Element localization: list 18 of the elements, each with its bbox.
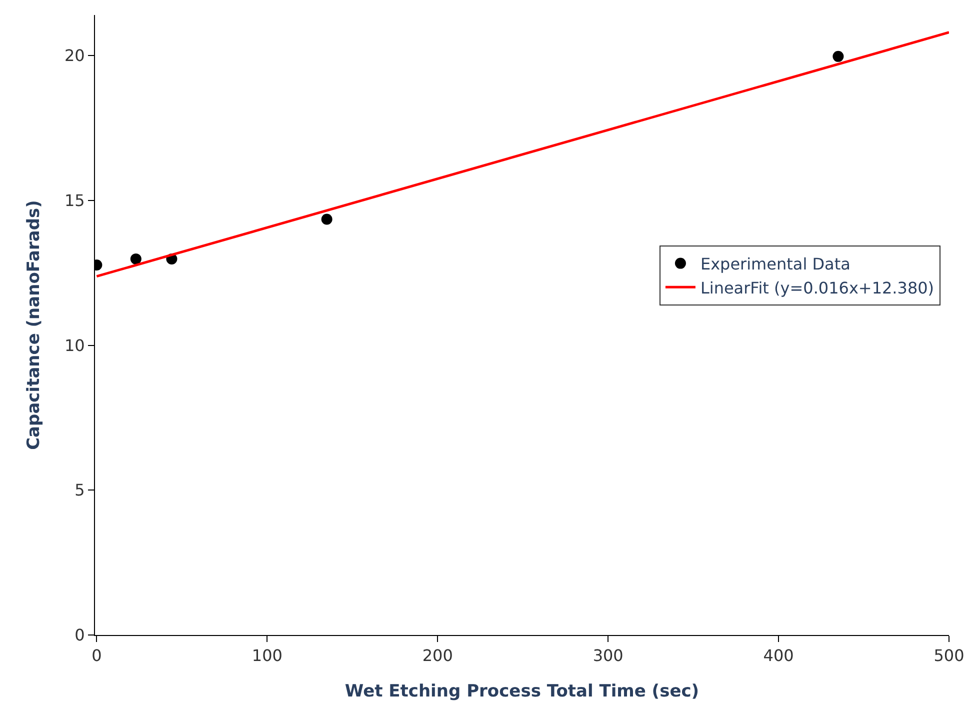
legend-label: Experimental Data [700, 254, 850, 274]
y-axis-title: Capacitance (nanoFarads) [24, 200, 44, 450]
x-tick-label: 0 [92, 646, 102, 666]
y-tick-label: 20 [64, 46, 85, 66]
x-tick-label: 100 [252, 646, 282, 666]
y-tick-label: 0 [74, 626, 85, 645]
x-axis-title: Wet Etching Process Total Time (sec) [344, 682, 700, 702]
point [130, 253, 142, 264]
legend-label: LinearFit (y=0.016x+12.380) [700, 278, 934, 298]
point [321, 214, 332, 225]
y-tick-label: 10 [64, 336, 85, 355]
x-tick-label: 500 [934, 646, 964, 666]
x-tick-label: 400 [763, 646, 794, 666]
x-tick-label: 200 [422, 646, 453, 666]
x-tick-label: 300 [592, 646, 624, 666]
y-tick-label: 15 [64, 191, 85, 210]
y-tick-label: 5 [74, 480, 85, 500]
point [832, 50, 844, 62]
